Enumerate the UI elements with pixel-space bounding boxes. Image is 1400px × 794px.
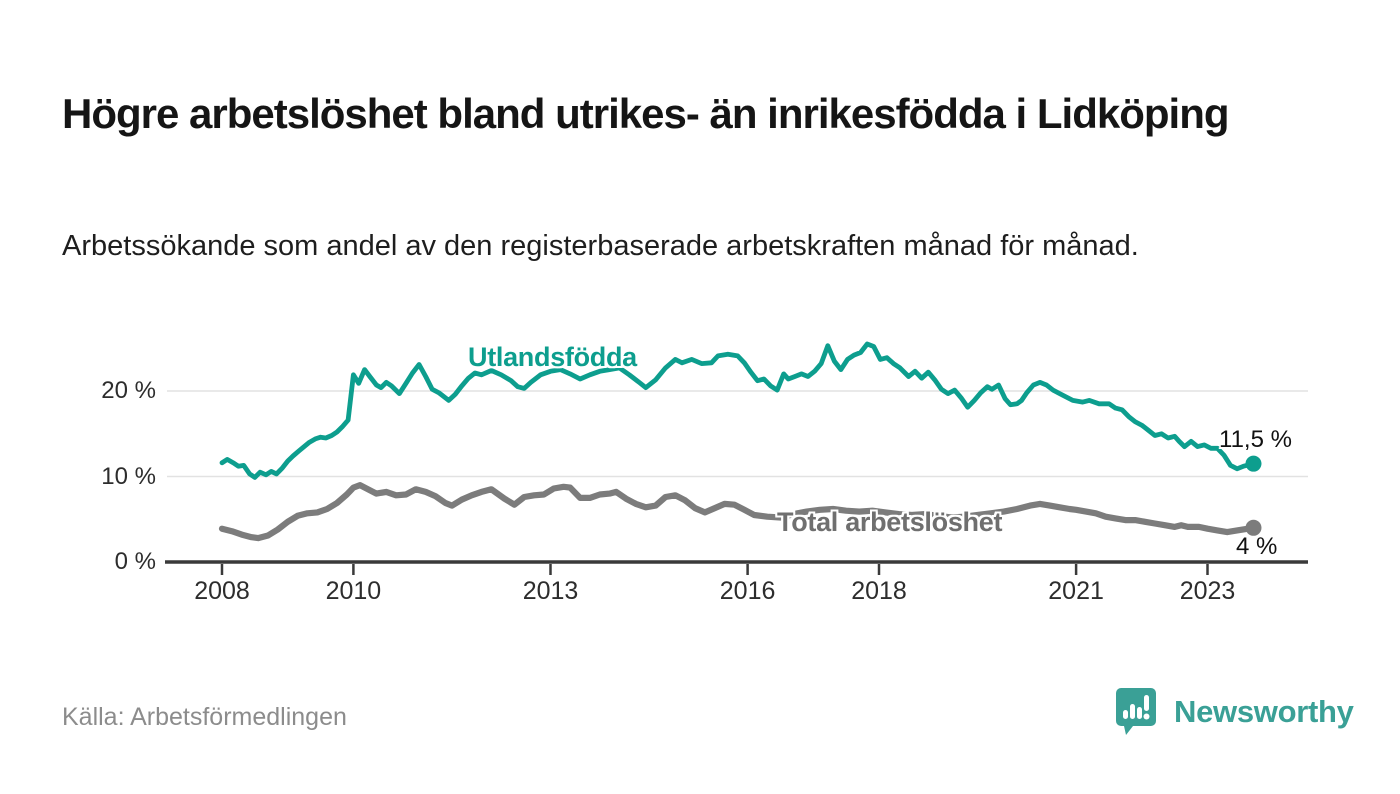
x-axis-tick-label: 2013 xyxy=(522,577,579,605)
source-attribution: Källa: Arbetsförmedlingen xyxy=(62,703,347,731)
page-title: Högre arbetslöshet bland utrikes- än inr… xyxy=(62,90,1230,138)
y-axis-tick-label: 0 % xyxy=(114,548,156,575)
x-axis-tick-label: 2018 xyxy=(851,577,907,605)
y-axis-tick-label: 20 % xyxy=(101,377,156,404)
x-axis-tick-label: 2021 xyxy=(1048,577,1104,605)
brand-name: Newsworthy xyxy=(1174,693,1354,729)
x-axis-tick-label: 2016 xyxy=(719,577,776,605)
end-value-label-total: 4 % xyxy=(1236,533,1278,560)
page-subtitle: Arbetssökande som andel av den registerb… xyxy=(62,230,1139,262)
speech-bubble-shape xyxy=(1116,688,1156,735)
brand-footer: Newsworthy xyxy=(1114,686,1354,743)
end-value-label-utlandsfodda: 11,5 % xyxy=(1219,426,1292,453)
series-label-utlandsfodda: Utlandsfödda xyxy=(468,342,637,372)
y-axis-tick-label: 10 % xyxy=(101,462,156,490)
series-label-total-arbetsloshet: Total arbetslöshet xyxy=(777,507,1003,537)
x-axis-tick-label: 2008 xyxy=(194,577,250,605)
newsworthy-logo-icon xyxy=(1114,686,1160,743)
x-axis-tick-label: 2023 xyxy=(1179,577,1236,605)
x-axis-tick-label: 2010 xyxy=(325,577,382,605)
